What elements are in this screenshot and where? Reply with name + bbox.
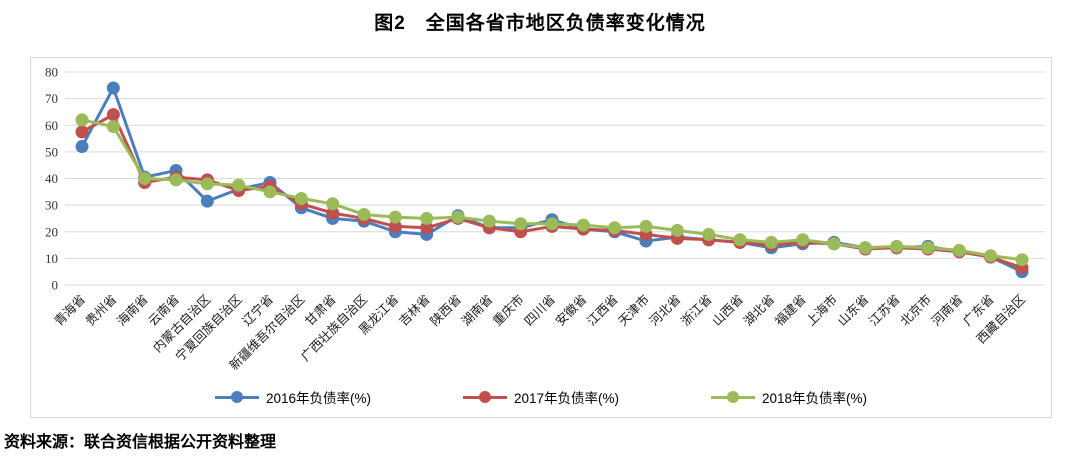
series-line-2016: [80, 86, 1023, 274]
x-axis-label: 青海省: [51, 292, 88, 329]
y-axis-tick-label: 50: [45, 144, 58, 159]
y-axis-tick-label: 30: [45, 198, 58, 213]
x-axis-label: 吉林省: [396, 292, 432, 328]
data-point-2017: [326, 206, 340, 220]
x-axis-label: 上海市: [803, 292, 840, 329]
x-axis-label: 重庆市: [490, 292, 527, 329]
data-point-2018: [232, 178, 246, 192]
x-axis-label: 北京市: [897, 292, 934, 329]
x-axis-label: 山东省: [835, 292, 871, 328]
data-point-2018: [796, 233, 810, 247]
data-point-2018: [576, 218, 590, 232]
data-point-2018: [952, 243, 966, 257]
data-point-2018: [733, 233, 747, 247]
y-axis-tick-label: 20: [45, 224, 58, 239]
x-axis-label: 福建省: [772, 292, 809, 329]
data-point-2016: [106, 81, 120, 95]
data-point-2018: [514, 217, 528, 231]
series-line-2018: [81, 118, 1023, 262]
data-point-2018: [921, 241, 935, 255]
data-point-2018: [138, 172, 152, 185]
data-point-2017: [420, 221, 434, 235]
data-point-2018: [357, 207, 371, 221]
data-point-2018: [451, 210, 465, 224]
x-axis-label: 浙江省: [678, 292, 715, 329]
debt-ratio-line-chart: 01020304050607080青海省贵州省海南省云南省内蒙古自治区宁夏回族自…: [45, 65, 1045, 373]
x-axis-label: 安徽省: [552, 292, 589, 329]
data-point-2018: [858, 241, 872, 255]
data-point-2018: [294, 191, 308, 205]
series-line-2017: [81, 113, 1023, 270]
x-axis-label: 江西省: [584, 292, 620, 328]
y-axis-tick-label: 80: [45, 65, 58, 80]
y-axis-tick-label: 60: [45, 118, 58, 133]
data-point-2018: [326, 197, 340, 211]
x-axis-label: 湖南省: [458, 292, 495, 329]
data-point-2018: [75, 113, 89, 127]
x-axis-label: 河南省: [928, 292, 965, 329]
data-point-2018: [764, 235, 778, 249]
data-point-2018: [984, 249, 998, 263]
legend-marker-2018-icon: [711, 391, 756, 403]
data-point-2018: [827, 237, 841, 251]
x-axis-label: 海南省: [114, 292, 151, 329]
x-axis-label: 山西省: [710, 292, 746, 328]
chart-legend: 2016年负债率(%) 2017年负债率(%) 2018年负债率(%): [31, 387, 1051, 407]
data-point-2017: [388, 219, 402, 233]
x-axis-label: 陕西省: [427, 292, 464, 329]
legend-label-2017: 2017年负债率(%): [513, 391, 620, 406]
data-point-2018: [106, 120, 120, 134]
data-point-2016: [75, 140, 89, 154]
data-point-2016: [200, 194, 214, 208]
x-axis-label: 河北省: [647, 292, 683, 328]
y-axis-tick-label: 10: [45, 251, 58, 266]
legend-label-2016: 2016年负债率(%): [265, 391, 371, 406]
data-point-2018: [482, 214, 496, 228]
x-axis-label: 江苏省: [866, 292, 903, 329]
legend-marker-2016-icon: [214, 391, 259, 403]
data-point-2018: [545, 217, 559, 231]
data-point-2018: [200, 177, 214, 191]
data-point-2018: [169, 173, 183, 187]
legend-item-2017: 2017年负债率(%): [462, 387, 620, 407]
chart-frame: 0 10 20 30 40 50 60 70 80 青海省 贵州省 海南省 云南省 内蒙古自治区 宁夏回族自…: [30, 57, 1052, 418]
data-point-2018: [670, 223, 684, 237]
legend-label-2018: 2018年负债率(%): [762, 391, 868, 406]
data-point-2018: [639, 219, 653, 233]
y-axis-tick-label: 0: [52, 278, 59, 293]
y-axis-tick-label: 70: [45, 91, 58, 106]
data-point-2018: [702, 227, 716, 241]
source-note: 资料来源：联合资信根据公开资料整理: [4, 434, 277, 451]
data-point-2018: [890, 239, 904, 253]
data-point-2018: [1015, 253, 1029, 267]
x-axis-label: 四川省: [522, 292, 558, 328]
x-axis-label: 天津市: [615, 292, 652, 329]
data-point-2018: [388, 210, 402, 224]
y-axis-tick-label: 40: [45, 171, 58, 186]
chart-title: 图2 全国各省市地区负债率变化情况: [374, 13, 706, 34]
legend-item-2016: 2016年负债率(%): [214, 387, 371, 407]
data-point-2017: [75, 125, 89, 139]
data-point-2017: [106, 108, 120, 122]
x-axis-label: 贵州省: [83, 292, 119, 328]
legend-marker-2017-icon: [462, 391, 507, 403]
x-axis-label: 湖北省: [740, 292, 777, 329]
data-point-2018: [608, 221, 622, 235]
data-point-2018: [263, 185, 277, 199]
legend-item-2018: 2018年负债率(%): [711, 387, 867, 407]
data-point-2018: [420, 211, 434, 225]
